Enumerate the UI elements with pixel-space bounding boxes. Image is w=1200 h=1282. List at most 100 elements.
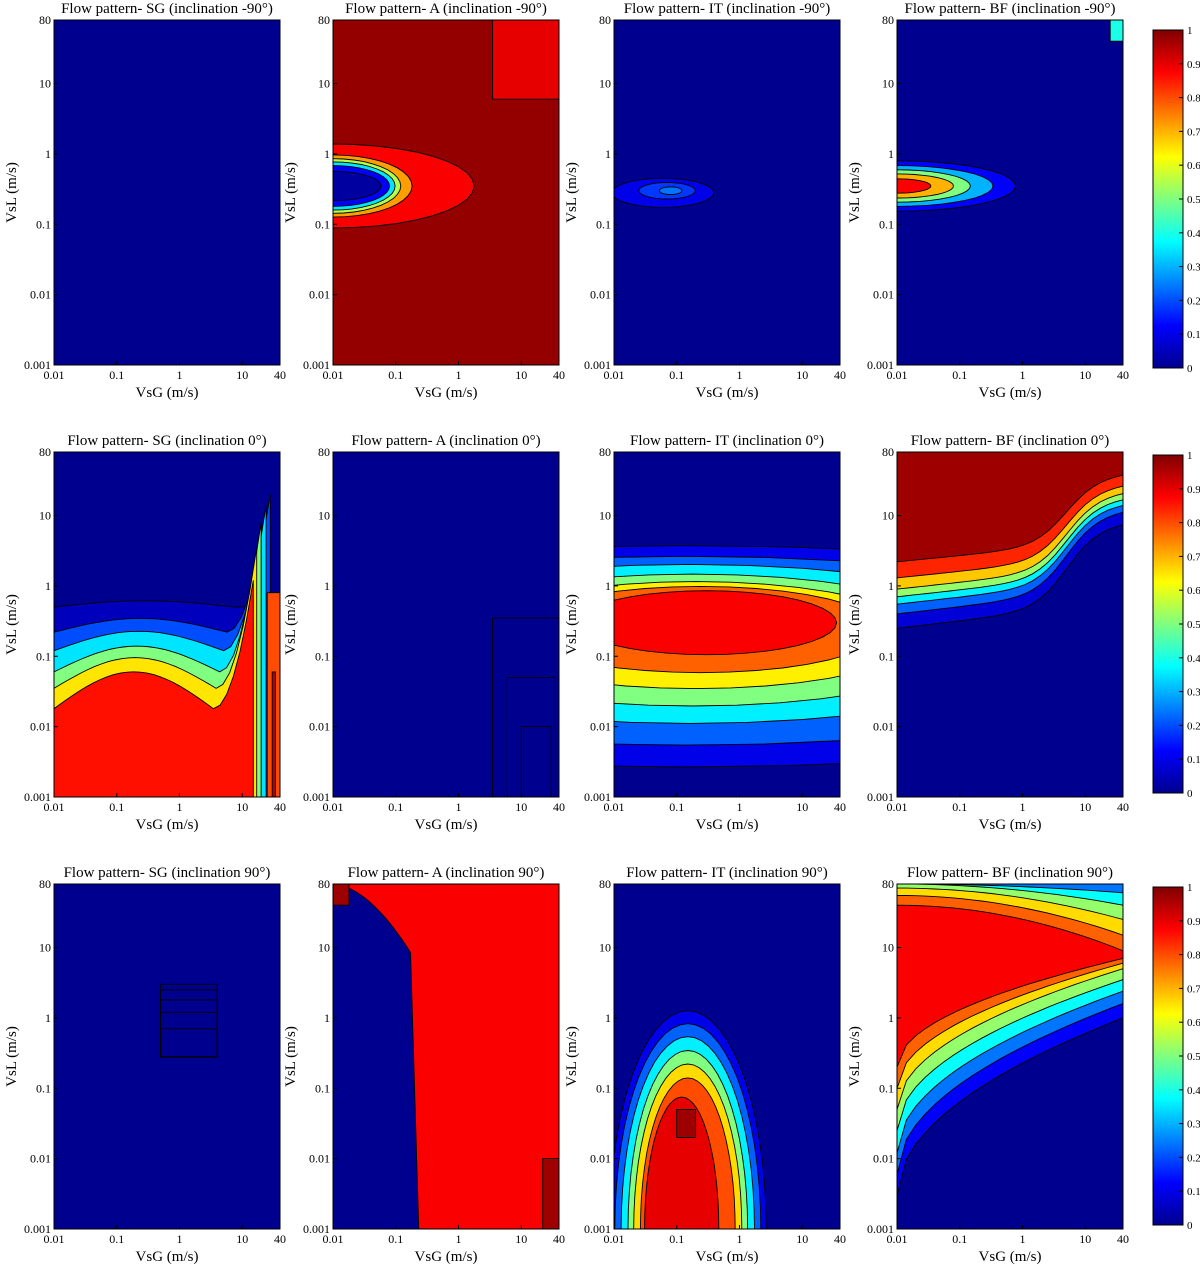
x-axis-label: VsG (m/s): [415, 1249, 478, 1265]
plot-frame: [53, 883, 281, 1230]
x-tick-label: 10: [515, 368, 527, 382]
colorbar-tick-label: 0.8: [1187, 950, 1200, 962]
subplot-7: Flow pattern- BF (inclination 0°) VsG (m/…: [847, 433, 1129, 833]
subplot-title: Flow pattern- BF (inclination -90°): [905, 1, 1116, 17]
x-tick-label: 0.01: [887, 368, 908, 382]
subplot-title: Flow pattern- IT (inclination 90°): [626, 865, 828, 881]
subplot-10: Flow pattern- IT (inclination 90°) VsG (m…: [564, 865, 846, 1265]
y-tick-label: 80: [318, 13, 330, 27]
colorbar-tick-label: 0.3: [1187, 262, 1200, 274]
x-tick-label: 40: [1117, 368, 1129, 382]
colorbar-tick-label: 0.6: [1187, 160, 1200, 172]
x-tick-label: 10: [1079, 1232, 1091, 1246]
colorbar-tick-label: 0.2: [1187, 295, 1200, 307]
y-tick-label: 0.1: [596, 1081, 611, 1095]
x-tick-label: 0.1: [388, 368, 403, 382]
y-tick-label: 0.1: [879, 217, 894, 231]
x-tick-label: 0.1: [388, 800, 403, 814]
y-tick-label: 0.001: [303, 790, 330, 804]
subplot-2: Flow pattern- IT (inclination -90°) VsG (…: [564, 1, 846, 401]
plot-background: [333, 452, 559, 797]
y-tick-label: 0.001: [584, 790, 611, 804]
plot-frame: [896, 883, 1124, 1230]
plot-frame: [53, 19, 281, 366]
y-tick-label: 80: [599, 13, 611, 27]
x-tick-label: 0.1: [109, 1232, 124, 1246]
x-tick-label: 1: [176, 800, 182, 814]
subplot-9: Flow pattern- A (inclination 90°) VsG (m/…: [283, 865, 565, 1265]
y-tick-label: 0.1: [315, 649, 330, 663]
x-tick-label: 1: [455, 1232, 461, 1246]
x-tick-label: 1: [736, 800, 742, 814]
y-axis-label: VsL (m/s): [4, 1026, 20, 1087]
y-tick-label: 0.001: [24, 1222, 51, 1236]
x-tick-label: 40: [274, 800, 286, 814]
y-tick-label: 1: [45, 1011, 51, 1025]
x-tick-label: 1: [455, 800, 461, 814]
y-tick-label: 0.01: [590, 720, 611, 734]
x-tick-label: 10: [236, 800, 248, 814]
subplot-11: Flow pattern- BF (inclination 90°) VsG (m…: [847, 865, 1129, 1265]
y-tick-label: 10: [39, 941, 51, 955]
y-tick-label: 80: [599, 877, 611, 891]
y-tick-label: 80: [39, 445, 51, 459]
y-tick-label: 0.01: [30, 720, 51, 734]
y-tick-label: 80: [39, 877, 51, 891]
y-axis-label: VsL (m/s): [564, 1026, 580, 1087]
x-tick-label: 0.1: [952, 1232, 967, 1246]
y-axis-label: VsL (m/s): [564, 162, 580, 223]
x-axis-label: VsG (m/s): [136, 1249, 199, 1265]
x-tick-label: 10: [236, 368, 248, 382]
y-axis-label: VsL (m/s): [283, 1026, 299, 1087]
y-tick-label: 0.001: [24, 358, 51, 372]
x-tick-label: 10: [1079, 368, 1091, 382]
contour-region: [897, 178, 932, 194]
x-tick-label: 40: [274, 368, 286, 382]
colorbar-tick-label: 0.9: [1187, 59, 1200, 71]
subplot-4: Flow pattern- SG (inclination 0°) VsG (m/…: [4, 433, 286, 833]
y-tick-label: 0.01: [873, 288, 894, 302]
colorbar-tick-label: 0.2: [1187, 1152, 1200, 1164]
y-axis-label: VsL (m/s): [847, 162, 863, 223]
y-tick-label: 80: [318, 877, 330, 891]
x-tick-label: 0.1: [952, 800, 967, 814]
colorbar-tick-label: 1: [1187, 882, 1193, 894]
plot-frame: [613, 883, 841, 1230]
colorbar-tick-label: 0.1: [1187, 754, 1200, 766]
contour-region: [333, 884, 350, 906]
x-tick-label: 0.01: [604, 800, 625, 814]
y-tick-label: 0.01: [30, 288, 51, 302]
plot-frame: [896, 19, 1124, 366]
colorbar-2: 1 0.9 0.8 0.7 0.6 0.5 0.4 0.3 0.2 0.1 0: [1152, 882, 1200, 1232]
plot-frame: [332, 451, 560, 798]
x-tick-label: 40: [553, 1232, 565, 1246]
y-tick-label: 0.1: [36, 649, 51, 663]
contour-region: [1109, 20, 1123, 42]
plot-background: [54, 20, 280, 365]
y-tick-label: 1: [324, 579, 330, 593]
plot-frame: [332, 883, 560, 1230]
contour-region: [658, 186, 683, 195]
colorbar-tick-label: 1: [1187, 450, 1193, 462]
x-tick-label: 0.01: [323, 1232, 344, 1246]
y-tick-label: 0.001: [303, 1222, 330, 1236]
x-tick-label: 0.01: [323, 800, 344, 814]
y-tick-label: 10: [882, 509, 894, 523]
colorbar-tick-label: 0.9: [1187, 484, 1200, 496]
y-tick-label: 10: [39, 509, 51, 523]
x-axis-label: VsG (m/s): [696, 385, 759, 401]
y-tick-label: 0.001: [867, 358, 894, 372]
y-axis-label: VsL (m/s): [847, 594, 863, 655]
x-axis-label: VsG (m/s): [415, 817, 478, 833]
y-tick-label: 0.1: [596, 217, 611, 231]
plot-frame: [332, 19, 560, 366]
subplot-8: Flow pattern- SG (inclination 90°) VsG (m…: [4, 865, 286, 1265]
y-tick-label: 1: [324, 147, 330, 161]
colorbar-tick-label: 0.5: [1187, 194, 1200, 206]
subplot-title: Flow pattern- IT (inclination 0°): [630, 433, 824, 449]
x-tick-label: 1: [1019, 800, 1025, 814]
colorbar-tick-label: 0.8: [1187, 518, 1200, 530]
colorbar-gradient: [1152, 454, 1184, 794]
x-tick-label: 0.01: [323, 368, 344, 382]
